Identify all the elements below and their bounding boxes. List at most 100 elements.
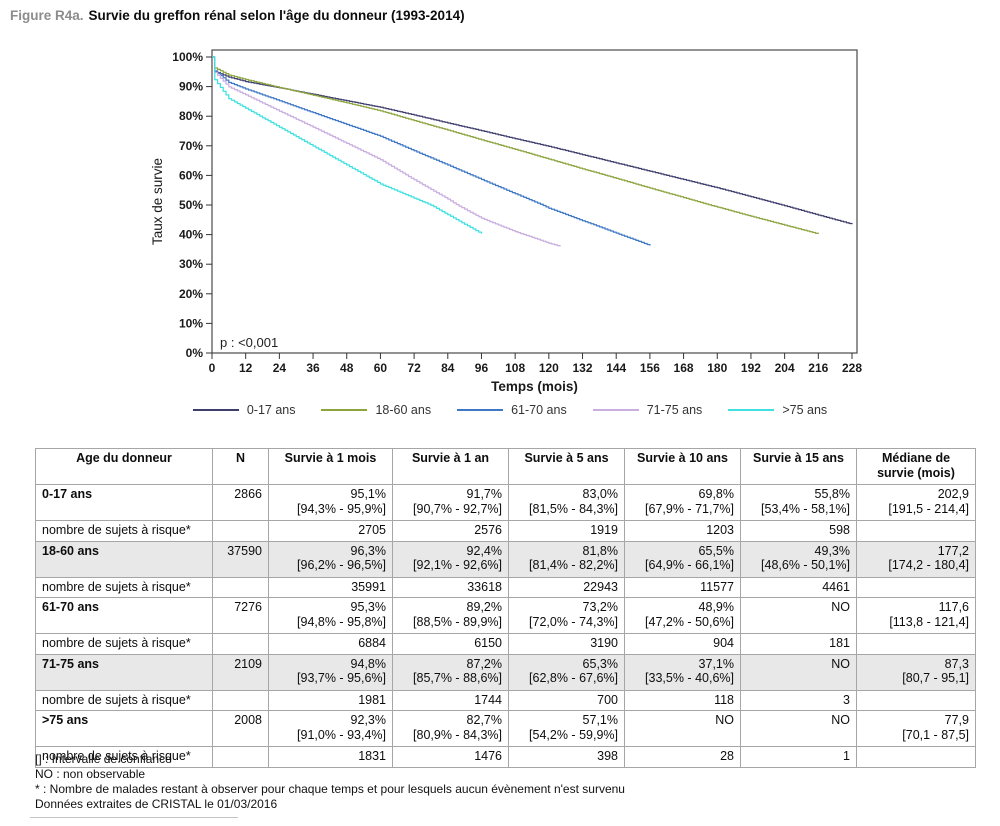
at-risk-value: 700 <box>508 689 625 711</box>
value: 82,7% <box>466 713 502 727</box>
value: 87,3 <box>944 656 969 671</box>
n-value: 37590 <box>212 540 269 578</box>
age-group-label: 18-60 ans <box>35 540 213 578</box>
median-cell: 202,9 [191,5 - 214,4] <box>856 484 976 521</box>
at-risk-value: 1919 <box>508 520 625 542</box>
legend-label: 18-60 ans <box>375 403 432 417</box>
confidence-interval: [53,4% - 58,1%] <box>761 501 850 516</box>
survival-cell: NO <box>740 653 857 691</box>
column-header: Survie à 5 ans <box>508 448 625 485</box>
value: 48,9% <box>698 600 734 614</box>
x-axis-title: Temps (mois) <box>491 379 578 394</box>
confidence-interval: [81,4% - 82,2%] <box>529 558 618 572</box>
survival-cell: 48,9% [47,2% - 50,6%] <box>624 597 741 634</box>
at-risk-label: nombre de sujets à risque* <box>35 746 213 768</box>
value: 73,2% <box>582 600 618 614</box>
n-value: 7276 <box>212 597 269 634</box>
x-tick-label: 60 <box>374 361 388 375</box>
confidence-interval: [174,2 - 180,4] <box>888 558 969 572</box>
at-risk-value: 2705 <box>268 520 393 542</box>
confidence-interval: [81,5% - 84,3%] <box>529 501 618 516</box>
column-header: Médiane de survie (mois) <box>856 448 976 485</box>
at-risk-label: nombre de sujets à risque* <box>35 576 213 598</box>
survival-chart: 0% 10% 20% 30% 40% 50% 60% 70% 80% 90% 100% 0 12 24 36… <box>150 49 862 394</box>
at-risk-value: 33618 <box>392 576 509 598</box>
y-tick-label: 70% <box>179 139 203 153</box>
survival-cell: 81,8% [81,4% - 82,2%] <box>508 540 625 578</box>
y-tick-label: 100% <box>172 50 203 64</box>
at-risk-value: 598 <box>740 520 857 542</box>
at-risk-value: 398 <box>508 746 625 768</box>
empty-cell <box>856 746 976 768</box>
survival-cell: 96,3% [96,2% - 96,5%] <box>268 540 393 578</box>
survival-table: Age du donneur N Survie à 1 mois Survie à 1… <box>35 448 976 768</box>
value: 94,8% <box>350 656 386 671</box>
at-risk-value: 3190 <box>508 633 625 655</box>
empty-cell <box>212 633 269 655</box>
empty-cell <box>856 576 976 598</box>
survival-cell: 95,1% [94,3% - 95,9%] <box>268 484 393 521</box>
value: 92,4% <box>466 543 502 558</box>
confidence-interval: [80,9% - 84,3%] <box>413 727 502 742</box>
value: 177,2 <box>937 543 969 558</box>
survival-cell: 95,3% [94,8% - 95,8%] <box>268 597 393 634</box>
legend-label: >75 ans <box>782 403 828 417</box>
curve-71-75-ans <box>212 56 561 247</box>
confidence-interval: [70,1 - 87,5] <box>902 727 969 742</box>
confidence-interval: [33,5% - 40,6%] <box>645 671 734 685</box>
at-risk-value: 11577 <box>624 576 741 598</box>
y-tick-label: 60% <box>179 168 203 182</box>
empty-cell <box>212 689 269 711</box>
x-tick-label: 192 <box>741 361 761 375</box>
legend-swatch <box>728 409 775 411</box>
value: 95,3% <box>350 600 386 614</box>
value: NO <box>831 656 850 671</box>
table-row-at-risk: nombre de sujets à risque* 1981 1744 700 118… <box>35 689 976 711</box>
confidence-interval: [64,9% - 66,1%] <box>645 558 734 572</box>
column-header: Survie à 15 ans <box>740 448 857 485</box>
legend-item: 18-60 ans <box>321 403 431 417</box>
x-tick-label: 12 <box>239 361 253 375</box>
value: 117,6 <box>938 600 969 614</box>
median-cell: 77,9 [70,1 - 87,5] <box>856 710 976 747</box>
confidence-interval: [93,7% - 95,6%] <box>297 671 386 685</box>
at-risk-value: 28 <box>624 746 741 768</box>
confidence-interval: [90,7% - 92,7%] <box>413 501 502 516</box>
x-tick-label: 228 <box>842 361 862 375</box>
table-row-age-group: 18-60 ans 37590 96,3% [96,2% - 96,5%] 92,4%[… <box>35 540 976 578</box>
confidence-interval: [94,3% - 95,9%] <box>297 501 386 516</box>
confidence-interval: [91,0% - 93,4%] <box>297 727 386 742</box>
value: 37,1% <box>698 656 734 671</box>
survival-cell: 94,8% [93,7% - 95,6%] <box>268 653 393 691</box>
value: 69,8% <box>698 487 734 501</box>
y-tick-label: 80% <box>179 109 203 123</box>
age-group-label: >75 ans <box>35 710 213 747</box>
legend-item: 0-17 ans <box>192 403 295 417</box>
legend-item: >75 ans <box>728 403 827 417</box>
survival-cell: 73,2% [72,0% - 74,3%] <box>508 597 625 634</box>
survival-cell: 92,4% [92,1% - 92,6%] <box>392 540 509 578</box>
at-risk-value: 22943 <box>508 576 625 598</box>
n-value: 2866 <box>212 484 269 521</box>
value: 55,8% <box>814 487 850 501</box>
at-risk-value: 6884 <box>268 633 393 655</box>
value: 81,8% <box>582 543 618 558</box>
table-header-row: Age du donneur N Survie à 1 mois Survie à 1… <box>35 448 976 485</box>
footnote-line: * : Nombre de malades restant à observer… <box>35 782 625 796</box>
column-header: Survie à 10 ans <box>624 448 741 485</box>
at-risk-value: 1744 <box>392 689 509 711</box>
table-row-age-group: 71-75 ans 2109 94,8% [93,7% - 95,6%] 87,2% [8… <box>35 653 976 691</box>
at-risk-value: 1981 <box>268 689 393 711</box>
survival-cell: 89,2% [88,5% - 89,9%] <box>392 597 509 634</box>
value: 57,1% <box>582 713 618 727</box>
value: 96,3% <box>350 543 386 558</box>
curve-75-ans <box>212 56 483 234</box>
at-risk-value: 1 <box>740 746 857 768</box>
x-tick-label: 24 <box>273 361 287 375</box>
at-risk-value: 4461 <box>740 576 857 598</box>
legend-swatch <box>592 409 639 411</box>
at-risk-value: 904 <box>624 633 741 655</box>
empty-cell <box>856 520 976 542</box>
table-row-age-group: 0-17 ans 2866 95,1% [94,3% - 95,9%] 91,7% [90… <box>35 484 976 521</box>
curve-18-60-ans <box>212 56 819 234</box>
